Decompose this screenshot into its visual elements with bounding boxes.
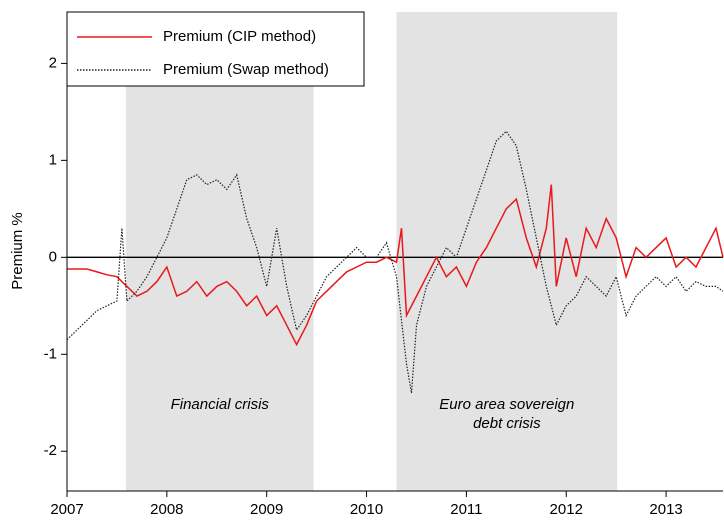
- x-tick-label: 2010: [350, 501, 383, 518]
- y-tick-label: -1: [44, 345, 57, 362]
- x-tick-label: 2007: [50, 501, 83, 518]
- data-line: [66, 130, 724, 394]
- legend: Premium (CIP method) Premium (Swap method…: [66, 11, 365, 87]
- y-tick-label: 1: [49, 151, 57, 168]
- x-tick-label: 2008: [150, 501, 183, 518]
- y-tick-label: 2: [49, 54, 57, 71]
- y-tick-label: 0: [49, 248, 57, 265]
- annotation: debt crisis: [473, 415, 541, 432]
- annotation: Euro area sovereign: [439, 396, 574, 413]
- y-tick-label: -2: [44, 442, 57, 459]
- legend-box: [66, 11, 365, 87]
- x-tick-label: 2009: [250, 501, 283, 518]
- x-tick-label: 2012: [550, 501, 583, 518]
- x-tick-label: 2011: [450, 501, 482, 518]
- legend-label: Premium (CIP method): [163, 28, 316, 45]
- x-tick-label: 2013: [649, 501, 682, 518]
- data-line: [67, 184, 724, 347]
- legend-label: Premium (Swap method): [163, 61, 329, 78]
- shaded-region: [125, 12, 314, 491]
- y-axis-label: Premium %: [9, 212, 26, 290]
- shaded-region: [396, 12, 618, 491]
- annotation: Financial crisis: [171, 396, 270, 413]
